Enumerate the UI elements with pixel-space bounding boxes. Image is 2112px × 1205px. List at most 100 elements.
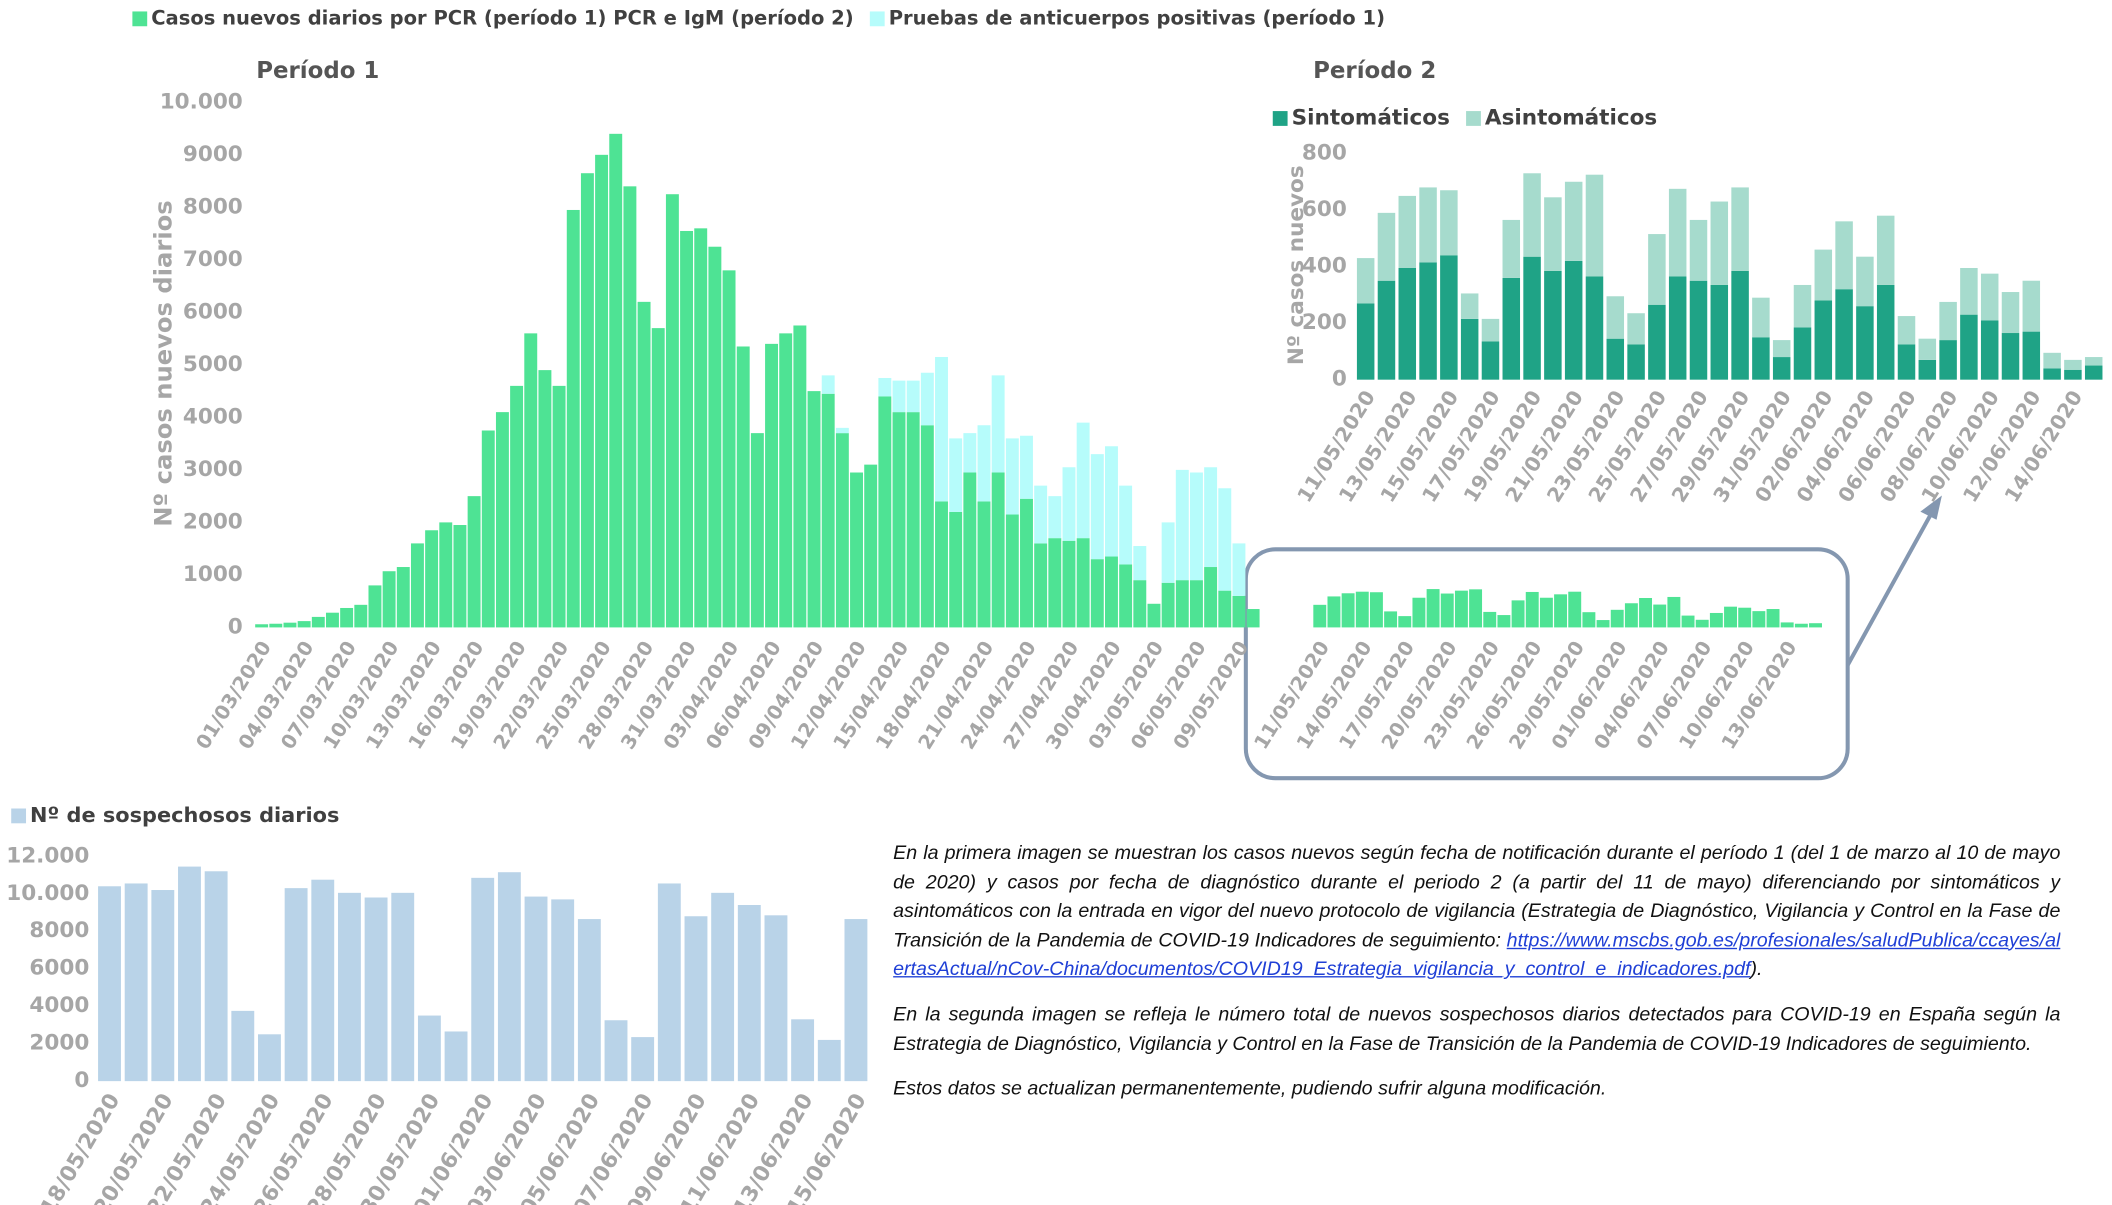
bar — [651, 328, 665, 628]
bar — [750, 433, 764, 628]
bar — [1511, 600, 1525, 628]
bar — [1624, 603, 1638, 628]
bar — [364, 897, 388, 1082]
bar — [1766, 609, 1780, 628]
bar — [963, 433, 977, 473]
bar — [2064, 359, 2082, 370]
bar — [1709, 612, 1723, 628]
y-tick-label: 7000 — [183, 247, 243, 272]
bar — [1454, 590, 1468, 628]
bar — [1710, 284, 1729, 380]
bar — [892, 412, 906, 628]
bar — [471, 877, 495, 1082]
arrow-head — [1920, 495, 1942, 520]
bar — [708, 246, 722, 628]
bar — [1793, 284, 1812, 328]
bar — [1731, 187, 1749, 271]
bar — [178, 866, 201, 1082]
bar — [1034, 543, 1048, 628]
bar — [1105, 556, 1118, 628]
bar — [1627, 313, 1645, 345]
bar — [1939, 301, 1957, 341]
bar — [552, 385, 566, 628]
bar — [1062, 540, 1076, 628]
bar — [977, 501, 991, 628]
bar — [1606, 296, 1625, 339]
bar — [791, 1019, 815, 1082]
y-tick-label: 3000 — [183, 457, 243, 482]
bar — [1525, 591, 1539, 628]
bar — [1695, 619, 1709, 628]
bar — [269, 623, 283, 628]
bar — [765, 343, 779, 628]
bar — [821, 393, 835, 628]
bar — [1460, 293, 1479, 319]
bar — [231, 1010, 255, 1082]
legend-label: Nº de sospechosos diarios — [30, 803, 339, 827]
legend-swatch — [132, 11, 148, 27]
y-axis-label: Nº casos nuevos — [1284, 165, 1309, 365]
paragraph: En la segunda imagen se refleja le númer… — [893, 1002, 2060, 1060]
bar — [920, 372, 934, 426]
bar — [694, 228, 708, 628]
bar — [665, 194, 679, 628]
bar — [1469, 589, 1483, 628]
y-tick-label: 200 — [1302, 310, 1347, 335]
chart-title: Período 1 — [256, 58, 379, 84]
bar — [1876, 215, 1895, 285]
bar — [991, 472, 1005, 628]
bar — [354, 604, 368, 628]
bar — [1020, 435, 1033, 499]
bar — [920, 425, 934, 628]
bar — [711, 892, 735, 1082]
bar — [949, 438, 963, 512]
bar — [1564, 260, 1583, 380]
bar — [368, 585, 382, 628]
bar — [580, 173, 594, 628]
bar — [835, 427, 849, 434]
bar — [1076, 422, 1090, 539]
highlight-frame — [1243, 547, 1850, 781]
bar — [1398, 267, 1417, 380]
source-link[interactable]: https://www.mscbs.gob.es/profesionales/s… — [893, 930, 2061, 981]
bar — [1980, 273, 1999, 321]
bar — [1918, 338, 1937, 360]
bar — [1076, 538, 1090, 628]
bar — [1960, 314, 1978, 380]
bar — [1667, 596, 1681, 628]
bar — [1020, 498, 1033, 628]
bar — [396, 567, 410, 628]
bar — [737, 905, 761, 1082]
bar — [1133, 580, 1147, 628]
bar — [124, 883, 148, 1082]
bar — [1105, 446, 1118, 557]
bar — [722, 270, 736, 628]
bar — [793, 325, 807, 628]
bar — [1119, 485, 1133, 565]
bar — [577, 919, 601, 1082]
bar — [1724, 606, 1737, 628]
bar — [1835, 289, 1853, 380]
bar — [817, 1039, 841, 1082]
bar — [1204, 467, 1218, 568]
bar — [1648, 234, 1666, 305]
y-tick-label: 6000 — [183, 299, 243, 324]
bar — [604, 1020, 628, 1082]
bar — [425, 530, 439, 628]
bar — [1369, 592, 1383, 628]
bar — [151, 890, 175, 1082]
bar — [391, 892, 415, 1082]
bar — [1341, 593, 1355, 628]
bar — [1564, 181, 1583, 261]
bar — [1062, 467, 1076, 541]
bar — [2022, 280, 2041, 332]
bar — [1918, 359, 1937, 380]
bar — [1585, 174, 1604, 277]
bar — [1523, 173, 1541, 257]
bar — [1544, 197, 1562, 271]
bar — [1668, 188, 1687, 277]
bar — [637, 301, 651, 628]
bar — [1327, 596, 1341, 628]
bar — [481, 430, 495, 628]
bar — [1544, 270, 1562, 380]
